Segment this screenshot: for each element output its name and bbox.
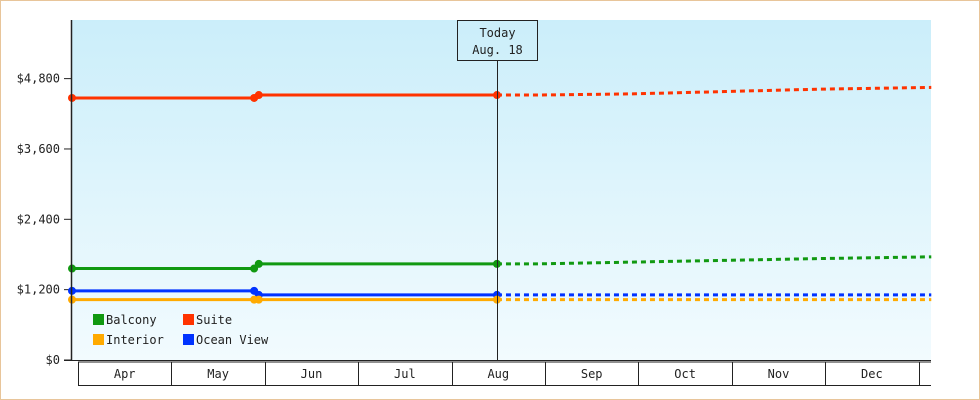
y-tick-label: $2,400 <box>17 212 60 226</box>
series-suite <box>68 85 932 102</box>
x-tick-label: Nov <box>768 367 790 381</box>
y-tick-label: $4,800 <box>17 72 60 86</box>
x-tick-label: Jun <box>301 367 323 381</box>
data-point <box>492 295 501 304</box>
plot-area <box>72 20 931 360</box>
x-tick-label: Sep <box>581 367 603 381</box>
legend-item: Interior <box>93 333 164 347</box>
legend-item: Ocean View <box>183 333 269 347</box>
x-tick-label: Aug <box>487 367 509 381</box>
legend-label: Interior <box>106 333 164 347</box>
legend-label: Balcony <box>106 313 157 327</box>
y-tick-label: $0 <box>46 353 60 367</box>
series-line-forecast <box>496 85 932 97</box>
y-tick-label: $1,200 <box>17 283 60 297</box>
series-ocean-view <box>68 286 932 299</box>
today-date: Aug. 18 <box>472 43 523 57</box>
series-interior <box>68 295 932 304</box>
series-balcony <box>68 255 932 273</box>
data-point <box>492 91 501 100</box>
legend-label: Ocean View <box>196 333 269 347</box>
legend-swatch <box>183 314 194 325</box>
series-line-forecast <box>496 255 932 266</box>
legend-item: Balcony <box>93 313 157 327</box>
x-tick-label: Jul <box>394 367 416 381</box>
x-tick-label: Oct <box>674 367 696 381</box>
legend-label: Suite <box>196 313 232 327</box>
x-tick-label: May <box>207 367 229 381</box>
legend-swatch <box>93 334 104 345</box>
data-point <box>254 259 263 268</box>
data-point <box>254 295 263 304</box>
x-tick-label: Apr <box>114 367 136 381</box>
data-point <box>254 91 263 100</box>
legend-swatch <box>183 334 194 345</box>
legend-swatch <box>93 314 104 325</box>
today-label-box <box>457 20 538 61</box>
today-label: Today <box>479 26 515 40</box>
x-tick-label: Dec <box>861 367 883 381</box>
legend-item: Suite <box>183 313 232 327</box>
y-tick-label: $3,600 <box>17 142 60 156</box>
data-point <box>492 259 501 268</box>
